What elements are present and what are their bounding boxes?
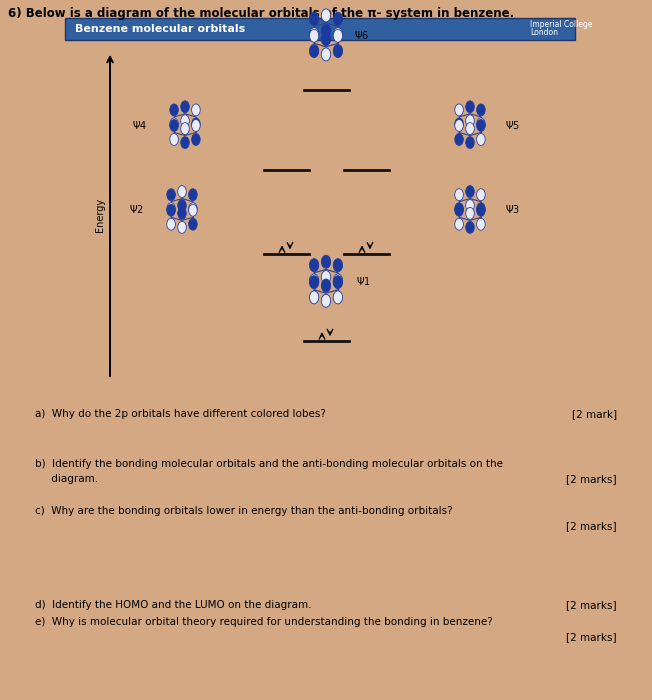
Ellipse shape	[333, 291, 342, 304]
Ellipse shape	[170, 104, 179, 116]
Ellipse shape	[178, 207, 186, 219]
Ellipse shape	[181, 101, 189, 113]
Text: 6) Below is a diagram of the molecular orbitals of the π- system in benzene.: 6) Below is a diagram of the molecular o…	[8, 7, 514, 20]
Ellipse shape	[321, 256, 331, 268]
Ellipse shape	[333, 259, 342, 272]
Ellipse shape	[167, 189, 175, 201]
Ellipse shape	[333, 29, 342, 42]
Ellipse shape	[333, 13, 342, 25]
Ellipse shape	[455, 134, 464, 146]
Text: Energy: Energy	[95, 197, 105, 232]
Ellipse shape	[178, 199, 186, 211]
Ellipse shape	[188, 189, 197, 201]
Ellipse shape	[170, 134, 179, 146]
Text: $\Psi$2: $\Psi$2	[129, 204, 144, 216]
Ellipse shape	[466, 186, 474, 197]
Ellipse shape	[321, 9, 331, 22]
Ellipse shape	[466, 115, 474, 127]
Ellipse shape	[167, 218, 175, 230]
Ellipse shape	[188, 218, 197, 230]
Text: Imperial College: Imperial College	[530, 20, 593, 29]
Ellipse shape	[310, 276, 319, 288]
Ellipse shape	[455, 203, 464, 215]
Ellipse shape	[192, 134, 200, 146]
Ellipse shape	[477, 189, 485, 201]
Text: a)  Why do the 2p orbitals have different colored lobes?: a) Why do the 2p orbitals have different…	[35, 409, 326, 419]
Ellipse shape	[455, 218, 464, 230]
Ellipse shape	[455, 104, 464, 116]
Ellipse shape	[192, 118, 200, 130]
Ellipse shape	[466, 101, 474, 113]
Ellipse shape	[466, 199, 474, 211]
Ellipse shape	[188, 204, 197, 216]
Ellipse shape	[333, 45, 342, 57]
Ellipse shape	[310, 274, 319, 287]
Text: [2 marks]: [2 marks]	[567, 600, 617, 610]
Ellipse shape	[477, 218, 485, 230]
Ellipse shape	[466, 207, 474, 219]
Text: b)  Identify the bonding molecular orbitals and the anti-bonding molecular orbit: b) Identify the bonding molecular orbita…	[35, 459, 503, 469]
Text: [2 marks]: [2 marks]	[567, 632, 617, 642]
Ellipse shape	[455, 204, 464, 216]
Ellipse shape	[310, 27, 319, 41]
Ellipse shape	[333, 274, 342, 287]
Text: $\Psi$5: $\Psi$5	[505, 119, 520, 131]
Text: diagram.: diagram.	[35, 475, 98, 484]
Ellipse shape	[477, 134, 485, 146]
Text: e)  Why is molecular orbital theory required for understanding the bonding in be: e) Why is molecular orbital theory requi…	[35, 617, 493, 626]
Ellipse shape	[477, 203, 485, 215]
Ellipse shape	[466, 136, 474, 148]
Ellipse shape	[310, 259, 319, 272]
Ellipse shape	[321, 33, 331, 46]
Ellipse shape	[188, 203, 197, 215]
Text: London: London	[530, 29, 558, 37]
Ellipse shape	[333, 276, 342, 288]
Ellipse shape	[477, 204, 485, 216]
Ellipse shape	[310, 13, 319, 25]
Ellipse shape	[477, 104, 485, 116]
Ellipse shape	[170, 120, 179, 132]
Ellipse shape	[321, 294, 331, 307]
Ellipse shape	[477, 120, 485, 132]
Text: $\Psi$6: $\Psi$6	[354, 29, 369, 41]
FancyBboxPatch shape	[65, 18, 575, 40]
Text: c)  Why are the bonding orbitals lower in energy than the anti-bonding orbitals?: c) Why are the bonding orbitals lower in…	[35, 506, 452, 517]
Ellipse shape	[455, 118, 464, 130]
Ellipse shape	[181, 122, 189, 134]
Ellipse shape	[477, 118, 485, 130]
Ellipse shape	[466, 221, 474, 233]
Text: $\Psi$4: $\Psi$4	[132, 119, 147, 131]
Text: $\Psi$1: $\Psi$1	[356, 275, 371, 287]
Ellipse shape	[192, 120, 200, 132]
Ellipse shape	[170, 118, 179, 130]
Ellipse shape	[167, 203, 175, 215]
Ellipse shape	[310, 45, 319, 57]
Text: [2 marks]: [2 marks]	[567, 475, 617, 484]
Text: [2 marks]: [2 marks]	[567, 522, 617, 531]
Text: $\Psi$3: $\Psi$3	[505, 204, 520, 216]
Ellipse shape	[466, 122, 474, 134]
Ellipse shape	[310, 291, 319, 304]
Ellipse shape	[455, 120, 464, 132]
Ellipse shape	[321, 25, 331, 37]
Text: [2 mark]: [2 mark]	[572, 409, 617, 419]
Ellipse shape	[321, 271, 331, 284]
Ellipse shape	[178, 186, 186, 197]
Ellipse shape	[181, 136, 189, 148]
Text: Benzene molecular orbitals: Benzene molecular orbitals	[75, 24, 245, 34]
Ellipse shape	[167, 204, 175, 216]
Ellipse shape	[181, 115, 189, 127]
Ellipse shape	[333, 27, 342, 41]
Ellipse shape	[321, 279, 331, 292]
Ellipse shape	[455, 189, 464, 201]
Ellipse shape	[310, 29, 319, 42]
Ellipse shape	[321, 48, 331, 61]
Ellipse shape	[178, 221, 186, 233]
Ellipse shape	[192, 104, 200, 116]
Text: d)  Identify the HOMO and the LUMO on the diagram.: d) Identify the HOMO and the LUMO on the…	[35, 600, 312, 610]
